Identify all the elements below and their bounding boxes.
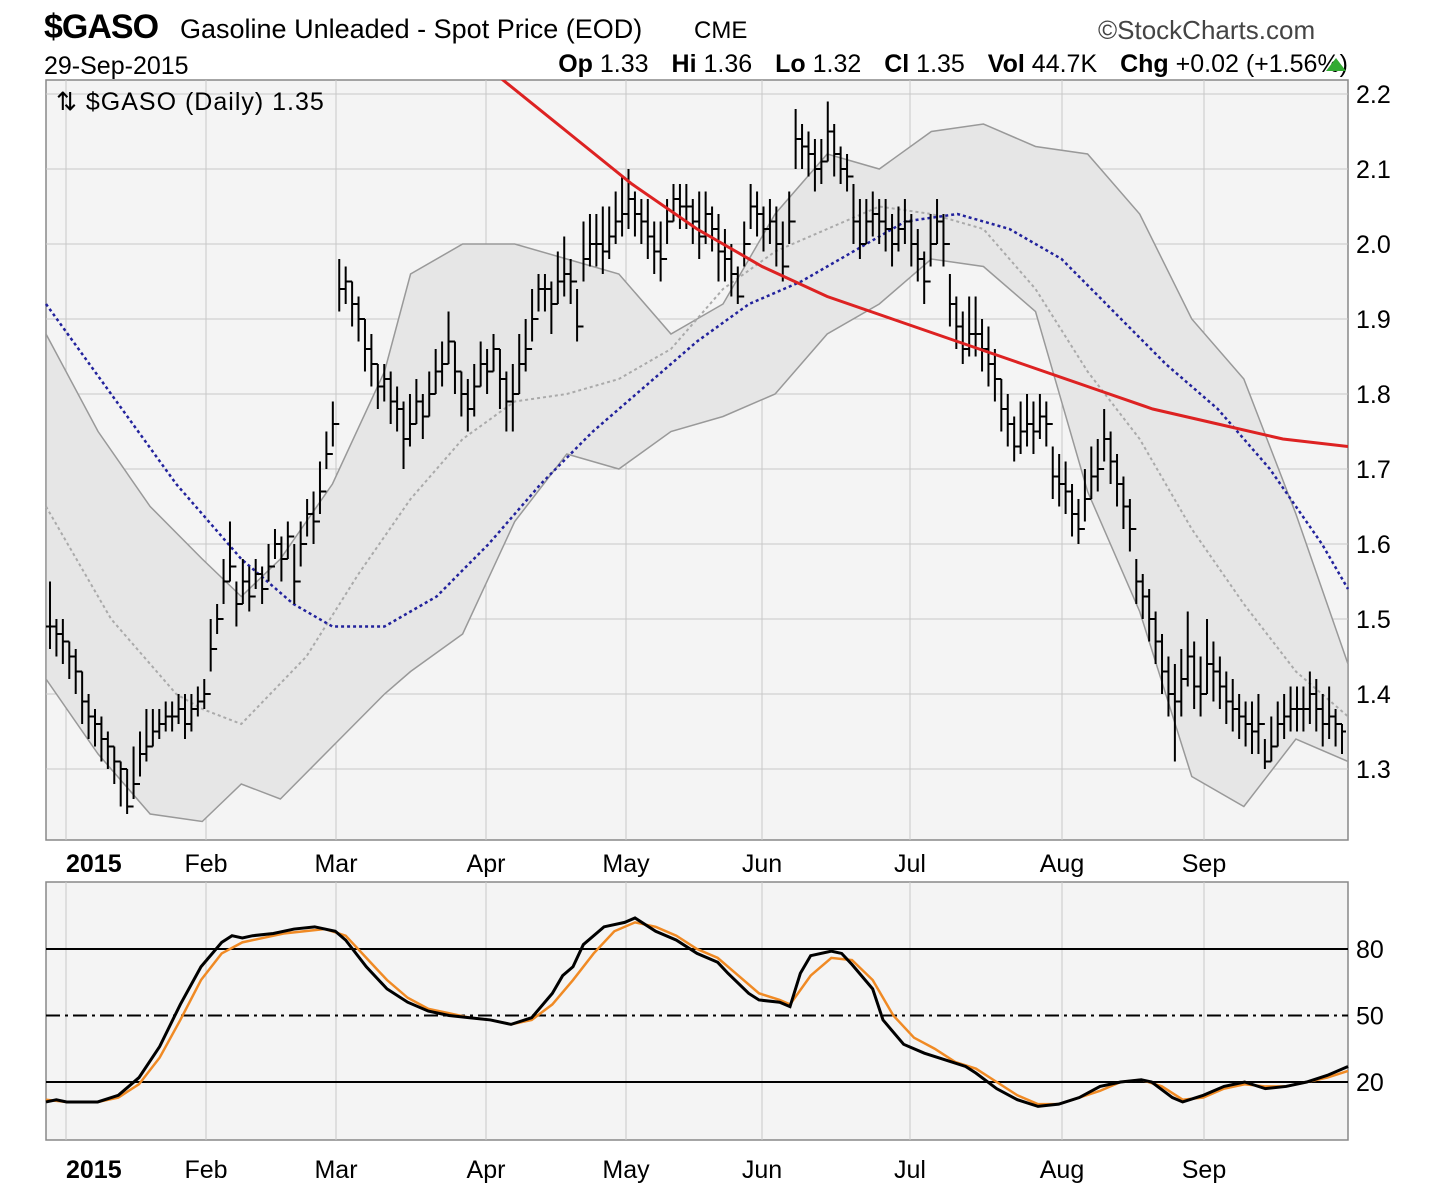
stoch-x-tick: Aug — [1040, 1156, 1084, 1184]
price-x-tick: Feb — [184, 850, 227, 878]
stoch-x-tick: Sep — [1182, 1156, 1226, 1184]
stoch-x-tick: Mar — [314, 1156, 357, 1184]
stoch-x-tick: Apr — [467, 1156, 506, 1184]
bollinger-mid-line — [45, 205, 1349, 726]
price-y-tick: 1.5 — [1356, 606, 1391, 634]
bollinger-band — [45, 123, 1349, 823]
stoch-k-line — [45, 916, 1349, 1108]
change-label: Chg — [1120, 50, 1169, 78]
price-x-tick: 2015 — [66, 850, 122, 878]
price-y-tick: 1.7 — [1356, 456, 1391, 484]
exchange-label: CME — [694, 17, 748, 44]
price-y-tick: 1.6 — [1356, 531, 1391, 559]
price-y-tick: 1.3 — [1356, 756, 1391, 784]
stoch-x-tick: Feb — [184, 1156, 227, 1184]
price-y-tick: 2.2 — [1356, 81, 1391, 109]
volume-label: Vol — [987, 50, 1025, 78]
stoch-y-tick: 20 — [1356, 1069, 1384, 1097]
change-value: +0.02 (+1.56%) — [1175, 50, 1348, 78]
price-y-tick: 1.8 — [1356, 381, 1391, 409]
price-x-tick: Jun — [742, 850, 782, 878]
attribution: ©StockCharts.com — [1098, 15, 1316, 45]
stoch-x-tick: May — [602, 1156, 650, 1184]
price-x-tick: May — [602, 850, 650, 878]
volume-value: 44.7K — [1031, 50, 1098, 78]
price-x-tick: Jul — [894, 850, 926, 878]
date-label: 29-Sep-2015 — [44, 52, 189, 80]
price-bars — [46, 101, 1346, 814]
low-label: Lo — [775, 50, 806, 78]
close-value: 1.35 — [916, 50, 965, 78]
stoch-x-tick: Jun — [742, 1156, 782, 1184]
high-value: 1.36 — [703, 50, 753, 78]
price-y-tick: 2.1 — [1356, 156, 1391, 184]
close-label: Cl — [884, 50, 910, 78]
stoch-panel — [45, 881, 1349, 1141]
open-label: Op — [558, 50, 593, 78]
open-value: 1.33 — [599, 50, 649, 78]
stoch-y-tick: 50 — [1356, 1003, 1384, 1031]
ma-50-line — [44, 212, 1350, 628]
price-x-tick: Mar — [314, 850, 357, 878]
chart-title: Gasoline Unleaded - Spot Price (EOD) — [180, 14, 643, 44]
price-y-tick: 2.0 — [1356, 231, 1391, 259]
price-x-tick: Sep — [1182, 850, 1226, 878]
up-arrow-icon — [1326, 58, 1346, 71]
price-x-tick: Apr — [467, 850, 506, 878]
stoch-y-tick: 80 — [1356, 936, 1384, 964]
high-label: Hi — [671, 50, 697, 78]
ohlc-stats: Op 1.33 Hi 1.36 Lo 1.32 Cl 1.35 Vol 44.7… — [542, 50, 1348, 79]
stoch-x-tick: Jul — [894, 1156, 926, 1184]
price-x-tick: Aug — [1040, 850, 1084, 878]
low-value: 1.32 — [812, 50, 862, 78]
symbol-title: $GASO — [44, 8, 159, 46]
price-y-tick: 1.9 — [1356, 306, 1391, 334]
stoch-x-tick: 2015 — [66, 1156, 122, 1184]
price-y-tick: 1.4 — [1356, 681, 1391, 709]
price-legend: ⇅ $GASO (Daily) 1.35 — [56, 88, 325, 116]
ma-200-line — [500, 80, 1348, 448]
